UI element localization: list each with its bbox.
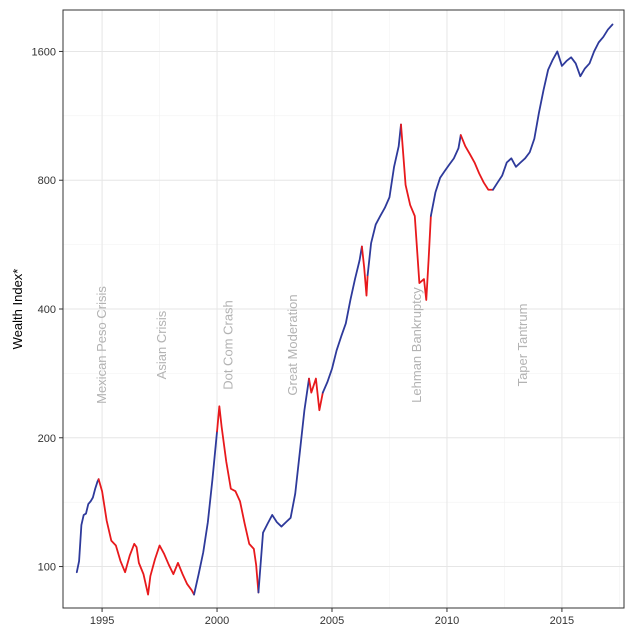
annotation-label: Mexican Peso Crisis [94,286,109,404]
x-axis: 1995 2000 2005 2010 2015 [90,608,574,625]
annotation-label: Great Moderation [285,294,300,395]
annotation-label: Asian Crisis [154,310,169,379]
annotation-label: Taper Tantrum [515,304,530,387]
crisis-series-segment [360,245,369,297]
y-axis: 100 200 400 800 1600 [32,46,63,574]
crisis-series-segment [216,405,260,594]
crisis-series-segment [400,123,432,301]
x-tick-label: 2005 [320,615,344,625]
grid-layer [63,10,624,608]
y-tick-label: 100 [38,562,56,574]
y-tick-label: 400 [38,304,56,316]
annotation-label: Lehman Bankruptcy [409,287,424,403]
crisis-series-segment [308,377,324,412]
y-tick-label: 200 [38,433,56,445]
annotation-label: Dot Com Crash [221,300,236,390]
normal-series-segment [75,478,100,574]
series-lines [75,23,614,596]
x-tick-label: 2010 [435,615,459,625]
y-axis-title: Wealth Index* [10,269,25,350]
crisis-series-segment [459,134,494,191]
normal-series-segment [366,123,402,277]
normal-series-segment [193,430,218,596]
crisis-series-segment [97,478,195,596]
y-tick-label: 1600 [32,46,56,58]
normal-series-segment [257,377,310,594]
normal-series-segment [492,23,614,191]
normal-series-segment [429,134,462,217]
annotation-layer: Mexican Peso Crisis Asian Crisis Dot Com C… [94,286,530,404]
y-tick-label: 800 [38,175,56,187]
x-tick-label: 2000 [205,615,229,625]
normal-series-segment [321,245,363,394]
x-tick-label: 1995 [90,615,114,625]
x-tick-label: 2015 [550,615,574,625]
